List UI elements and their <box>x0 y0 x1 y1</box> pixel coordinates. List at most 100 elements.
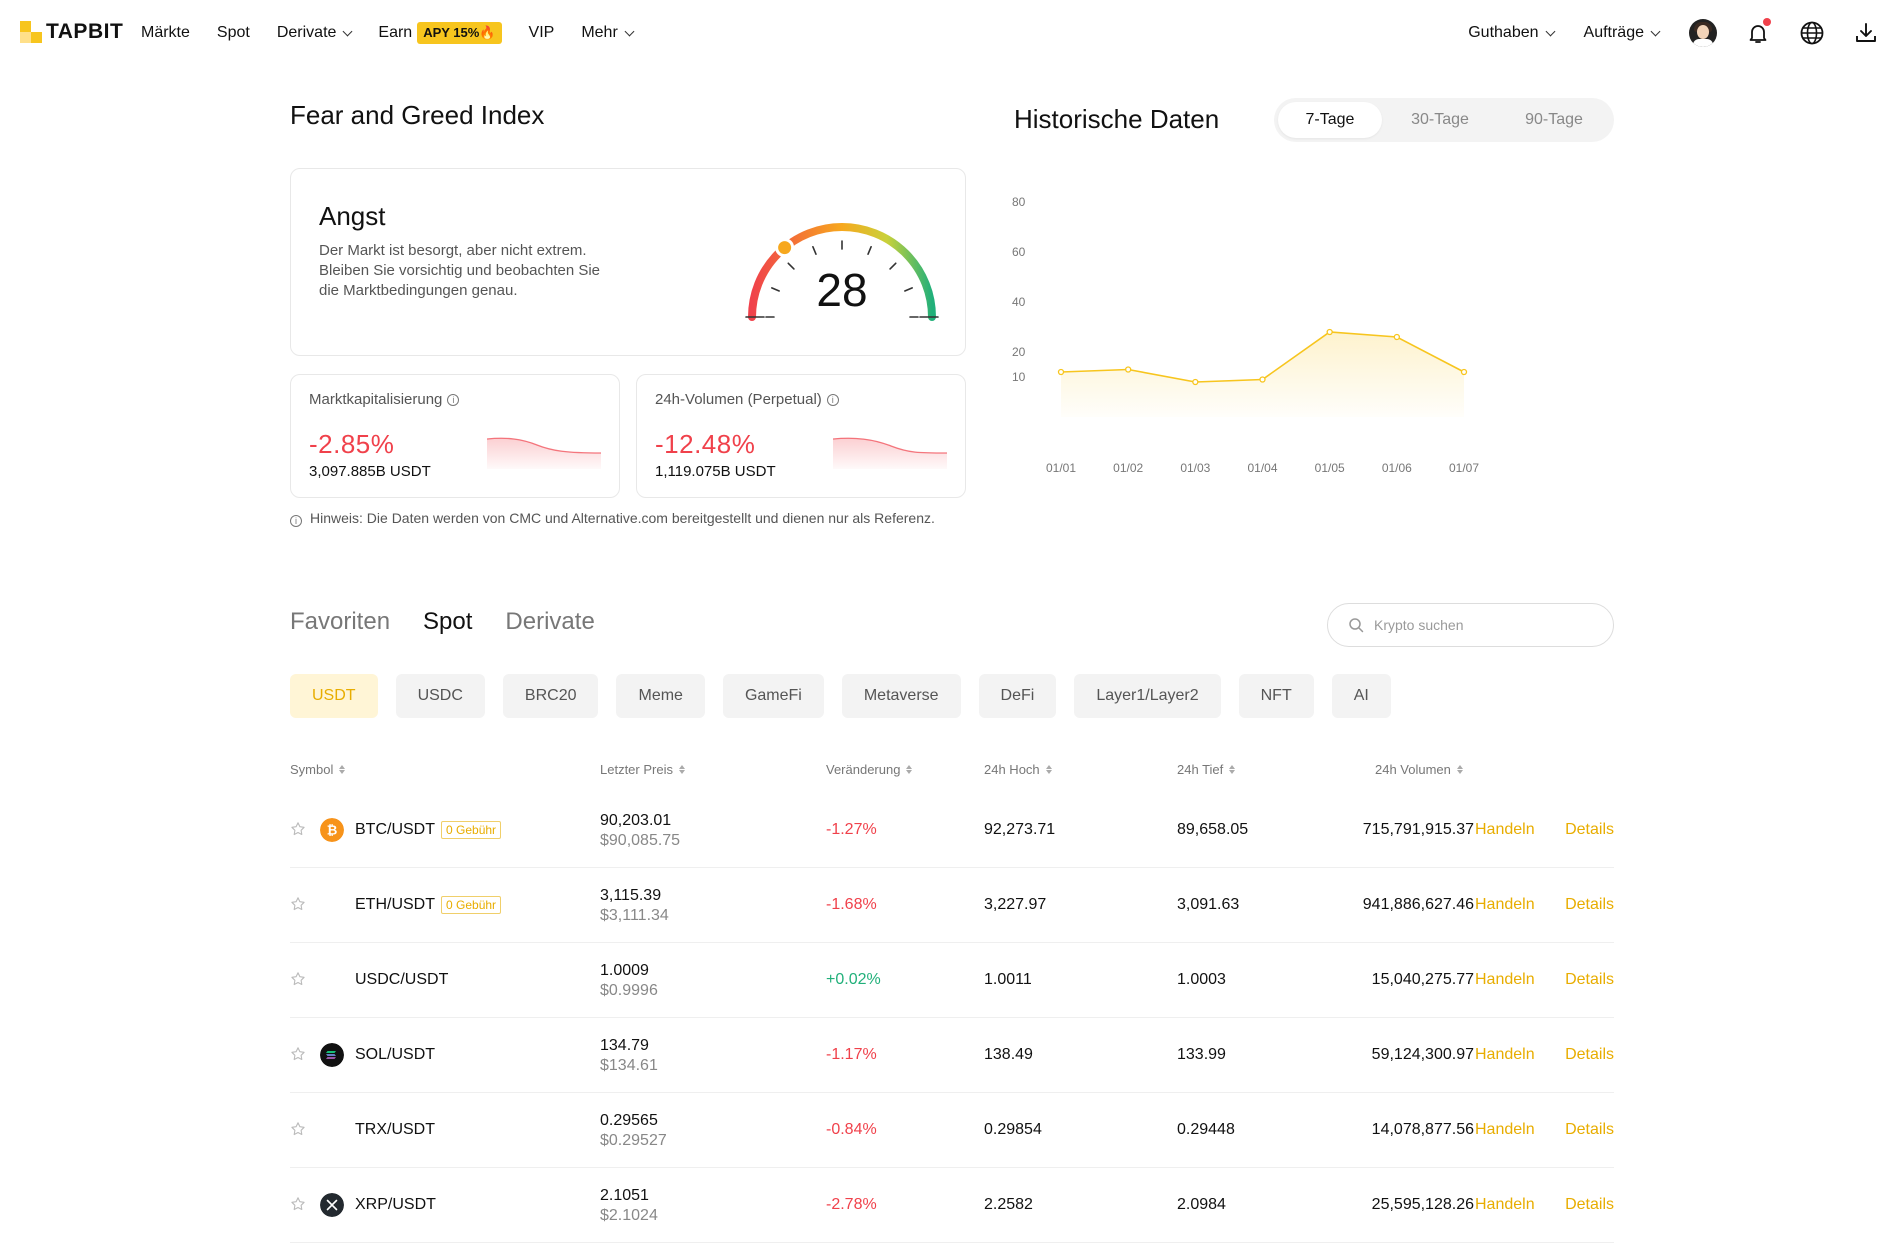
price-value: 90,203.01 <box>600 812 672 829</box>
search-icon <box>1349 618 1364 633</box>
star-icon[interactable] <box>290 1046 306 1062</box>
data-point[interactable] <box>1326 328 1333 336</box>
star-icon[interactable] <box>290 971 306 987</box>
sort-icon <box>1456 765 1463 774</box>
chip-meme[interactable]: Meme <box>616 674 705 718</box>
nav-item-derivatives[interactable]: Derivate <box>276 24 353 42</box>
info-icon[interactable]: i <box>447 393 460 406</box>
data-point[interactable] <box>1125 366 1132 373</box>
chip-nft[interactable]: NFT <box>1238 674 1314 718</box>
x-tick-label: 01/07 <box>1449 461 1479 475</box>
trade-link[interactable]: Handeln <box>1475 896 1535 913</box>
price-cell: 1.0009 $0.9996 <box>600 961 658 1001</box>
details-link[interactable]: Details <box>1565 821 1614 838</box>
data-point[interactable] <box>1259 376 1266 383</box>
table-row[interactable]: USDC/USDT 1.0009 $0.9996 +0.02% 1.0011 1.… <box>290 943 1614 1018</box>
gauge-svg <box>745 223 939 321</box>
price-usd: $0.9996 <box>600 982 658 999</box>
col-24h-high[interactable]: 24h Hoch <box>984 762 1052 777</box>
chip-gamefi[interactable]: GameFi <box>722 674 824 718</box>
col-last-price[interactable]: Letzter Preis <box>600 762 685 777</box>
table-row[interactable]: ₿ BTC/USDT 0 Gebühr 90,203.01 $90,085.75 -… <box>290 793 1614 868</box>
sort-icon <box>1229 765 1236 774</box>
chip-layer[interactable]: Layer1/Layer2 <box>1074 674 1221 718</box>
nav-item-spot[interactable]: Spot <box>217 24 250 42</box>
details-link[interactable]: Details <box>1565 1046 1614 1063</box>
volume-cell: 15,040,275.77 <box>1371 971 1474 988</box>
chip-ai[interactable]: AI <box>1331 674 1391 718</box>
sort-icon <box>906 765 913 774</box>
col-24h-low[interactable]: 24h Tief <box>1177 762 1236 777</box>
globe-icon[interactable] <box>1797 18 1827 48</box>
nav-item-markets[interactable]: Märkte <box>141 24 190 42</box>
range-tabs: 7-Tage 30-Tage 90-Tage <box>1274 98 1614 142</box>
x-tick-label: 01/01 <box>1046 461 1076 475</box>
change-cell: -2.78% <box>826 1196 877 1213</box>
col-24h-volume[interactable]: 24h Volumen <box>1375 762 1463 777</box>
volume-sparkline <box>833 437 947 469</box>
details-link[interactable]: Details <box>1565 1121 1614 1138</box>
balance-menu[interactable]: Guthaben <box>1468 24 1555 42</box>
orders-menu[interactable]: Aufträge <box>1584 24 1661 42</box>
change-cell: +0.02% <box>826 971 881 988</box>
data-point[interactable] <box>1192 378 1199 386</box>
details-link[interactable]: Details <box>1565 971 1614 988</box>
trade-link[interactable]: Handeln <box>1475 1196 1535 1213</box>
chevron-down-icon <box>342 26 353 36</box>
details-link[interactable]: Details <box>1565 896 1614 913</box>
table-row[interactable]: SOL/USDT 134.79 $134.61 -1.17% 138.49 133… <box>290 1018 1614 1093</box>
symbol-cell: ETH/USDT 0 Gebühr <box>355 896 502 914</box>
star-icon[interactable] <box>290 1196 306 1212</box>
nav-item-vip[interactable]: VIP <box>529 24 555 42</box>
chip-defi[interactable]: DeFi <box>978 674 1057 718</box>
bell-icon[interactable] <box>1743 18 1773 48</box>
tab-spot[interactable]: Spot <box>423 608 473 635</box>
download-icon[interactable] <box>1851 18 1881 48</box>
volume-cell: 14,078,877.56 <box>1371 1121 1474 1138</box>
range-tab-30d[interactable]: 30-Tage <box>1411 111 1469 128</box>
tab-favorites[interactable]: Favoriten <box>290 608 391 635</box>
chip-brc20[interactable]: BRC20 <box>502 674 599 718</box>
nav-item-earn[interactable]: Earn APY 15%🔥 <box>378 22 502 44</box>
col-change[interactable]: Veränderung <box>826 762 913 777</box>
trade-link[interactable]: Handeln <box>1475 971 1535 988</box>
avatar[interactable] <box>1689 19 1717 47</box>
trade-link[interactable]: Handeln <box>1475 1046 1535 1063</box>
tab-derivatives[interactable]: Derivate <box>505 608 595 635</box>
chip-usdc[interactable]: USDC <box>395 674 485 718</box>
details-link[interactable]: Details <box>1565 1196 1614 1213</box>
market-table: ₿ BTC/USDT 0 Gebühr 90,203.01 $90,085.75 -… <box>290 793 1614 1243</box>
market-cap-change: -2.85% <box>309 429 395 459</box>
price-cell: 134.79 $134.61 <box>600 1036 658 1076</box>
range-tab-7d[interactable]: 7-Tage <box>1278 102 1382 138</box>
nav-label: Mehr <box>581 24 618 41</box>
data-point[interactable] <box>1057 368 1065 376</box>
crypto-search[interactable] <box>1327 603 1614 647</box>
trade-link[interactable]: Handeln <box>1475 821 1535 838</box>
gauge-tick <box>812 245 817 255</box>
nav-label: Spot <box>216 24 250 41</box>
col-symbol[interactable]: Symbol <box>290 762 346 777</box>
table-row[interactable]: XRP/USDT 2.1051 $2.1024 -2.78% 2.2582 2.0… <box>290 1168 1614 1243</box>
tapbit-logo[interactable]: TAPBIT <box>20 19 123 45</box>
chip-metaverse[interactable]: Metaverse <box>841 674 961 718</box>
volume-label: 24h-Volumen (Perpetual) i <box>655 391 839 408</box>
info-icon: i <box>290 515 302 527</box>
table-row[interactable]: ETH/USDT 0 Gebühr 3,115.39 $3,111.34 -1.68… <box>290 868 1614 943</box>
data-point[interactable] <box>1460 368 1468 376</box>
trade-link[interactable]: Handeln <box>1475 1121 1535 1138</box>
star-icon[interactable] <box>290 896 306 912</box>
high-cell: 2.2582 <box>984 1196 1033 1213</box>
nav-label: Derivate <box>276 24 337 41</box>
price-value: 1.0009 <box>600 962 649 979</box>
data-point[interactable] <box>1393 333 1400 341</box>
table-row[interactable]: TRX/USDT 0.29565 $0.29527 -0.84% 0.29854 … <box>290 1093 1614 1168</box>
star-icon[interactable] <box>290 821 306 837</box>
star-icon[interactable] <box>290 1121 306 1137</box>
info-icon[interactable]: i <box>826 393 839 406</box>
range-tab-90d[interactable]: 90-Tage <box>1525 111 1583 128</box>
chip-usdt[interactable]: USDT <box>290 674 378 718</box>
high-cell: 0.29854 <box>984 1121 1042 1138</box>
nav-item-more[interactable]: Mehr <box>581 24 635 42</box>
search-input[interactable] <box>1374 617 1594 633</box>
